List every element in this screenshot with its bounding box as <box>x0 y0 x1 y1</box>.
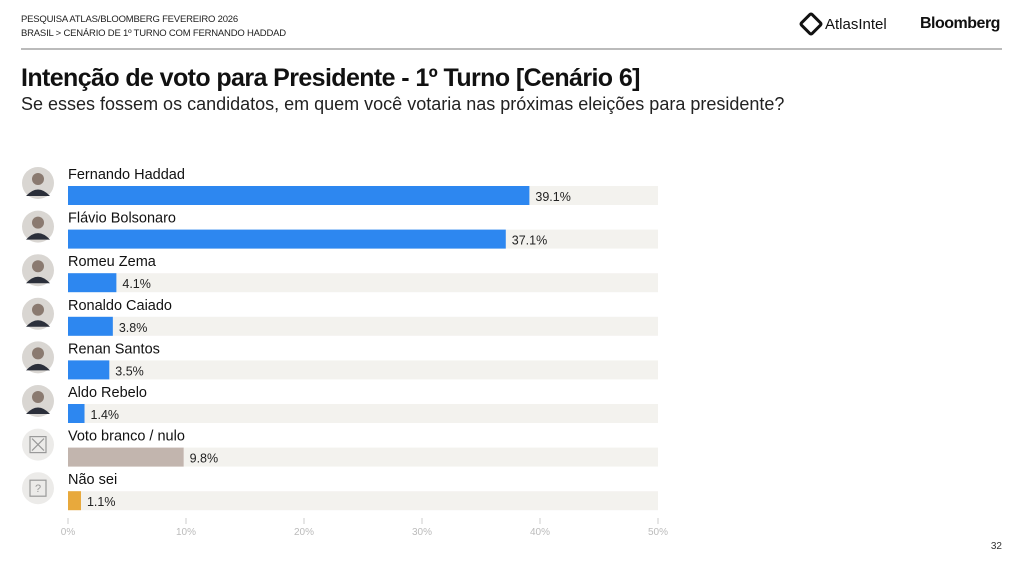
avatar-head-icon <box>32 173 44 185</box>
avatar-body-icon <box>26 363 50 371</box>
data-label: 1.4% <box>91 408 120 422</box>
avatar-body-icon <box>26 407 50 414</box>
survey-source: PESQUISA ATLAS/BLOOMBERG FEVEREIRO 2026 <box>21 14 238 25</box>
category-label: Fernando Haddad <box>68 167 185 183</box>
page-title: Intenção de voto para Presidente - 1º Tu… <box>21 64 640 92</box>
avatar-head-icon <box>32 391 44 403</box>
bar <box>68 404 85 423</box>
question-mark-icon: ? <box>35 483 41 495</box>
data-label: 3.5% <box>115 364 144 378</box>
bar <box>68 491 81 511</box>
category-label: Ronaldo Caiado <box>68 298 172 314</box>
bar <box>68 360 110 380</box>
data-label: 3.8% <box>119 321 148 335</box>
bar-track <box>68 360 658 380</box>
page-number: 32 <box>990 541 1002 552</box>
category-label: Flávio Bolsonaro <box>68 211 176 227</box>
bar-track <box>68 447 658 467</box>
category-label: Renan Santos <box>68 341 160 357</box>
x-tick-label: 10% <box>176 527 196 538</box>
bar <box>68 186 530 205</box>
x-tick-label: 40% <box>530 527 550 538</box>
x-box-icon <box>29 436 47 454</box>
atlas-logo-text: AtlasIntel <box>825 15 887 33</box>
bar-track <box>68 491 658 511</box>
x-mark-icon <box>31 438 45 452</box>
bar <box>68 316 113 336</box>
bar-track <box>68 316 658 336</box>
avatar-head-icon <box>32 347 44 360</box>
bloomberg-logo: Bloomberg <box>920 15 1000 32</box>
x-tick-label: 50% <box>648 527 668 538</box>
avatar-body-icon <box>26 189 50 196</box>
avatar-body-icon <box>26 320 50 327</box>
data-label: 39.1% <box>535 190 570 204</box>
bar <box>68 273 117 293</box>
atlasintel-logo: AtlasIntel <box>798 11 887 37</box>
data-label: 37.1% <box>512 234 547 248</box>
avatar-body-icon <box>26 233 50 240</box>
question-box-icon <box>29 479 47 497</box>
data-label: 4.1% <box>122 277 151 291</box>
bar-track <box>68 404 658 423</box>
x-tick-label: 20% <box>294 527 314 538</box>
survey-header: PESQUISA ATLAS/BLOOMBERG FEVEREIRO 2026 … <box>21 13 286 41</box>
category-label: Aldo Rebelo <box>68 385 147 401</box>
data-label: 9.8% <box>190 452 219 466</box>
avatar-head-icon <box>32 303 44 316</box>
page-subtitle: Se esses fossem os candidatos, em quem v… <box>21 94 785 114</box>
x-tick-label: 0% <box>61 527 76 538</box>
bar <box>68 447 184 467</box>
header-divider <box>21 48 1002 50</box>
category-label: Romeu Zema <box>68 254 157 270</box>
avatar-body-icon <box>26 276 50 284</box>
bar-track <box>68 273 658 293</box>
data-label: 1.1% <box>87 495 116 509</box>
category-label: Não sei <box>68 472 117 488</box>
avatar-head-icon <box>32 216 44 229</box>
category-label: Voto branco / nulo <box>68 429 185 445</box>
avatar-head-icon <box>32 260 44 273</box>
x-tick-label: 30% <box>412 527 432 538</box>
bar <box>68 229 506 249</box>
breadcrumb: BRASIL > CENÁRIO DE 1º TURNO COM FERNAND… <box>21 28 286 39</box>
